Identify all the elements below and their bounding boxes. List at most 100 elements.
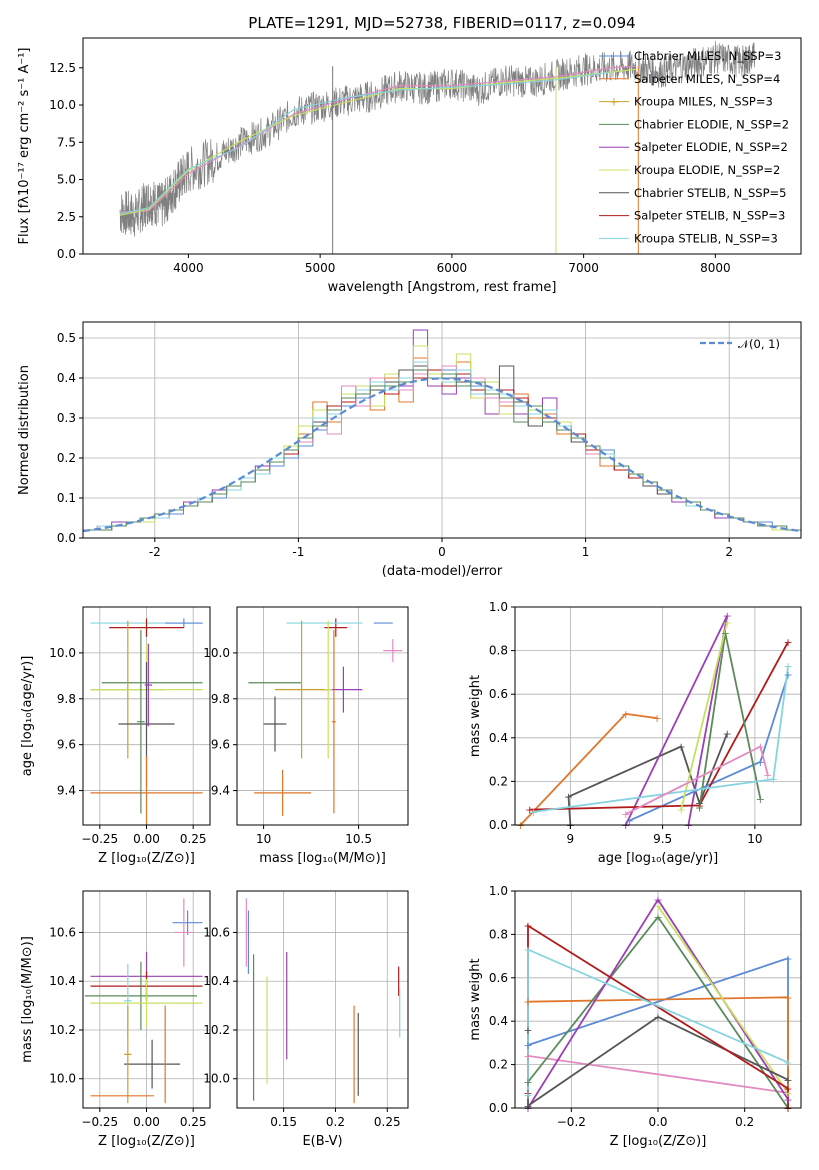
model-spectrum-line bbox=[119, 65, 637, 213]
y-axis-label: mass [log₁₀(M/M⊙)] bbox=[20, 936, 35, 1063]
mass-weight-marker: + bbox=[523, 1050, 532, 1063]
y-tick-label: 10.0 bbox=[49, 98, 76, 112]
y-tick-label: 9.4 bbox=[211, 784, 230, 798]
mass-weight-marker: + bbox=[783, 1087, 792, 1100]
normal-legend-label: 𝒩(0, 1) bbox=[738, 337, 780, 351]
legend-marker: + bbox=[609, 95, 619, 109]
y-tick-label: 1.0 bbox=[489, 884, 508, 898]
y-tick-label: 0.4 bbox=[489, 1014, 508, 1028]
spectrum-legend: Chabrier MILES, N_SSP=3 Salpeter MILES, N… bbox=[599, 49, 789, 245]
mass-vs-extinction-panel: 0.15 0.2 0.25 10.0 10.2 10.4 10.6 E(B-V) bbox=[203, 890, 409, 1149]
y-tick-label: 1.0 bbox=[489, 600, 508, 614]
x-tick-label: 0.00 bbox=[133, 832, 160, 846]
y-axis-label: Flux [fλ10⁻¹⁷ erg cm⁻² s⁻¹ A⁻¹] bbox=[17, 48, 32, 245]
mass-weight-marker: + bbox=[783, 952, 792, 965]
y-tick-label: 9.6 bbox=[57, 738, 76, 752]
y-tick-label: 12.5 bbox=[49, 61, 76, 75]
plot-area bbox=[237, 891, 408, 1108]
x-tick-label: 0.15 bbox=[270, 1115, 297, 1129]
figure-title: PLATE=1291, MJD=52738, FIBERID=0117, z=0… bbox=[248, 14, 635, 32]
axes-frame bbox=[236, 890, 409, 1109]
x-axis-label: Z [log₁₀(Z/Z⊙)] bbox=[610, 1134, 707, 1149]
y-axis-label: age [log₁₀(age/yr)] bbox=[20, 656, 35, 777]
x-tick-label: -2 bbox=[149, 545, 161, 559]
y-tick-label: 9.8 bbox=[57, 692, 76, 706]
mass-weight-marker: + bbox=[676, 741, 685, 754]
mass-weight-marker: + bbox=[523, 1076, 532, 1089]
x-tick-label: 0.2 bbox=[326, 1115, 345, 1129]
y-tick-label: 0.8 bbox=[489, 644, 508, 658]
axes-frame bbox=[82, 37, 802, 255]
mass-weight-marker: + bbox=[523, 1089, 532, 1102]
x-tick-label: 1 bbox=[582, 545, 590, 559]
observed-spectrum-line bbox=[119, 40, 756, 237]
mass-weight-marker: + bbox=[723, 727, 732, 740]
legend-label: Chabrier MILES, N_SSP=3 bbox=[634, 49, 781, 63]
plot-area bbox=[515, 891, 801, 1108]
x-axis-label: wavelength [Angstrom, rest frame] bbox=[328, 280, 557, 295]
legend-label: Kroupa STELIB, N_SSP=3 bbox=[634, 231, 778, 245]
plot-area bbox=[237, 607, 408, 825]
x-tick-label: 0 bbox=[438, 545, 446, 559]
mass-weight-marker: + bbox=[621, 808, 630, 821]
y-tick-label: 10.2 bbox=[203, 1023, 230, 1037]
y-tick-label: 10.6 bbox=[203, 925, 230, 939]
mass-weight-marker: + bbox=[783, 636, 792, 649]
axes-frame bbox=[236, 606, 409, 826]
legend-label: Salpeter MILES, N_SSP=4 bbox=[634, 72, 780, 86]
y-tick-label: 10.2 bbox=[49, 1023, 76, 1037]
x-tick-label: 10 bbox=[747, 832, 762, 846]
mass-weight-line bbox=[657, 905, 789, 1094]
y-tick-label: 10.0 bbox=[203, 646, 230, 660]
y-tick-label: 0.2 bbox=[57, 451, 76, 465]
mass-weight-marker: + bbox=[756, 741, 765, 754]
plot-area bbox=[119, 40, 756, 254]
mass-weight-vs-metallicity-panel: ++++ +++++++++++++++++++++++−0.2 0.0 0.20.0… bbox=[468, 884, 802, 1149]
y-tick-label: 10.4 bbox=[49, 974, 76, 988]
mass-weight-marker: + bbox=[783, 1056, 792, 1069]
mass-weight-marker: + bbox=[523, 1039, 532, 1052]
mass-weight-marker: + bbox=[529, 806, 538, 819]
x-axis-label: (data-model)/error bbox=[382, 564, 503, 579]
y-tick-label: 0.0 bbox=[57, 531, 76, 545]
x-tick-label: 10 bbox=[256, 832, 271, 846]
mass-weight-marker: + bbox=[523, 996, 532, 1009]
x-tick-label: 6000 bbox=[437, 261, 468, 275]
x-tick-label: -1 bbox=[292, 545, 304, 559]
plot-area bbox=[83, 607, 210, 825]
y-tick-label: 0.6 bbox=[489, 687, 508, 701]
y-tick-label: 5.0 bbox=[57, 173, 76, 187]
x-tick-label: 5000 bbox=[305, 261, 336, 275]
residual-histogram bbox=[83, 369, 801, 531]
y-axis-label: mass weight bbox=[468, 958, 483, 1040]
x-axis-label: E(B-V) bbox=[302, 1134, 342, 1149]
x-tick-label: −0.25 bbox=[81, 1115, 118, 1129]
mass-weight-line bbox=[529, 641, 789, 811]
y-tick-label: 0.2 bbox=[489, 774, 508, 788]
x-tick-label: 9.5 bbox=[653, 832, 672, 846]
residual-distribution-panel: 𝒩(0, 1) -2 -1 0 1 2 0.0 0.1 0.2 0.3 0.4 0.5 (data-mo… bbox=[17, 321, 802, 579]
mass-weight-marker: + bbox=[756, 793, 765, 806]
x-axis-label: mass [log₁₀(M/M⊙)] bbox=[259, 851, 386, 866]
mass-weight-vs-age-panel: ++ +++++++++++++ +++++++++++++9 9.5 100.00.2… bbox=[468, 600, 802, 866]
model-spectrum-line bbox=[119, 68, 637, 216]
mass-weight-marker: + bbox=[723, 616, 732, 629]
mass-weight-marker: + bbox=[783, 1093, 792, 1106]
mass-weight-line bbox=[629, 674, 789, 822]
mass-weight-marker: + bbox=[783, 1074, 792, 1087]
mass-weight-marker: + bbox=[523, 1024, 532, 1037]
normal-curve bbox=[83, 377, 801, 533]
mass-vs-metallicity-panel: −0.25 0.00 0.25 10.0 10.2 10.4 10.6 Z [log₁₀(Z/… bbox=[20, 890, 211, 1149]
plot-area bbox=[83, 891, 210, 1108]
x-axis-label: Z [log₁₀(Z/Z⊙)] bbox=[98, 851, 195, 866]
mass-weight-marker: + bbox=[523, 944, 532, 957]
mass-weight-marker: + bbox=[763, 769, 772, 782]
x-tick-label: 4000 bbox=[173, 261, 204, 275]
mass-weight-line bbox=[680, 622, 729, 810]
mass-weight-marker: + bbox=[653, 1011, 662, 1024]
y-tick-label: 7.5 bbox=[57, 135, 76, 149]
x-axis-label: Z [log₁₀(Z/Z⊙)] bbox=[98, 1134, 195, 1149]
y-tick-label: 0.0 bbox=[489, 1101, 508, 1115]
mass-weight-marker: + bbox=[653, 894, 662, 907]
